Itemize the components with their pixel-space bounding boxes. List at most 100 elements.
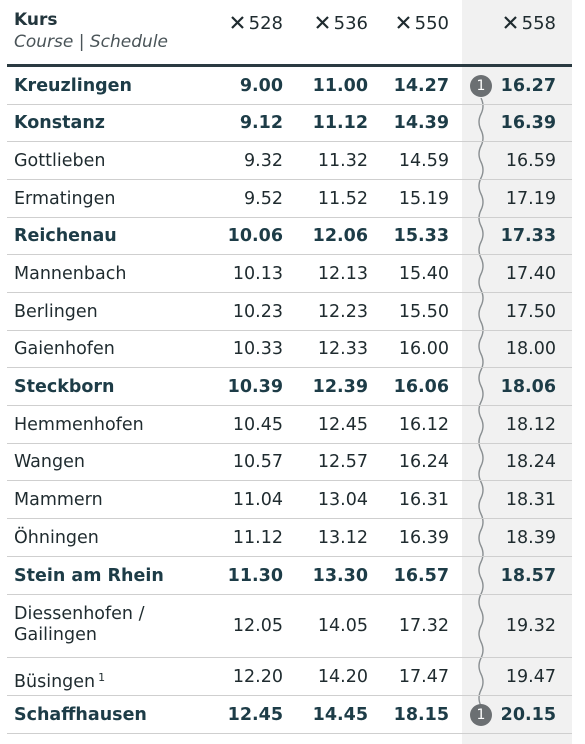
departure-time: 19.32 bbox=[505, 616, 556, 636]
departure-time: 14.27 bbox=[393, 75, 449, 96]
stop-name: Steckborn bbox=[14, 376, 115, 397]
stop-name: Wangen bbox=[14, 452, 85, 472]
stop-name: Konstanz bbox=[14, 113, 105, 133]
departure-time: 16.00 bbox=[398, 339, 449, 359]
departure-time: 12.06 bbox=[312, 226, 368, 246]
departure-time: 9.52 bbox=[244, 188, 283, 209]
timetable-row: Diessenhofen / Gailingen 12.05 14.05 17.32 19… bbox=[7, 595, 572, 658]
departure-time: 14.39 bbox=[393, 113, 449, 133]
departure-time: 12.05 bbox=[232, 616, 283, 636]
timetable-row: Gaienhofen 10.33 12.33 16.00 18.00 bbox=[7, 331, 572, 368]
departure-time: 14.45 bbox=[312, 704, 368, 725]
departure-time: 12.13 bbox=[317, 263, 368, 284]
column-header-536: 536 bbox=[258, 13, 368, 34]
timetable-row: Berlingen 10.23 12.23 15.50 17.50 bbox=[7, 293, 572, 331]
column-header-558: 558 bbox=[446, 13, 556, 34]
departure-time: 16.39 bbox=[398, 527, 449, 548]
stop-name: Reichenau bbox=[14, 226, 117, 246]
departure-time: 13.30 bbox=[312, 565, 368, 586]
timetable-row: Gottlieben 9.32 11.32 14.59 16.59 bbox=[7, 142, 572, 180]
departure-time: 20.15 bbox=[500, 704, 556, 725]
departure-time: 11.30 bbox=[227, 565, 283, 586]
stop-name: Hemmenhofen bbox=[14, 414, 144, 435]
departure-time: 18.12 bbox=[505, 414, 556, 435]
departure-time: 10.39 bbox=[227, 376, 283, 397]
cross-icon bbox=[396, 16, 410, 29]
stop-name: Kreuzlingen bbox=[14, 75, 133, 96]
column-header-550: 550 bbox=[339, 13, 449, 34]
cross-icon bbox=[503, 16, 517, 29]
departure-time: 11.00 bbox=[312, 75, 368, 96]
departure-time: 17.33 bbox=[500, 226, 556, 246]
departure-time: 19.47 bbox=[505, 666, 556, 687]
departure-time: 16.57 bbox=[393, 565, 449, 586]
stop-name: Mammern bbox=[14, 489, 103, 510]
departure-time: 18.57 bbox=[500, 565, 556, 586]
stop-name: Ermatingen bbox=[14, 188, 116, 209]
departure-time: 12.33 bbox=[317, 339, 368, 359]
departure-time: 18.31 bbox=[505, 489, 556, 510]
departure-time: 12.57 bbox=[317, 452, 368, 472]
timetable-row: Konstanz 9.12 11.12 14.39 16.39 bbox=[7, 105, 572, 142]
column-number: 528 bbox=[248, 13, 283, 34]
departure-time: 9.12 bbox=[239, 113, 283, 133]
departure-time: 18.15 bbox=[393, 704, 449, 725]
departure-time: 16.39 bbox=[500, 113, 556, 133]
header-rule bbox=[7, 64, 572, 67]
departure-time: 13.04 bbox=[317, 489, 368, 510]
column-number: 550 bbox=[414, 13, 449, 34]
departure-time: 11.32 bbox=[317, 150, 368, 171]
connector-wave-line bbox=[478, 98, 484, 707]
timetable-row: Kreuzlingen 9.00 11.00 14.27 16.27 bbox=[7, 67, 572, 105]
departure-time: 10.45 bbox=[232, 414, 283, 435]
departure-time: 11.12 bbox=[312, 113, 368, 133]
timetable-row: Schaffhausen 12.45 14.45 18.15 20.15 bbox=[7, 696, 572, 734]
departure-time: 17.50 bbox=[505, 301, 556, 322]
departure-time: 11.12 bbox=[232, 527, 283, 548]
departure-time: 16.31 bbox=[398, 489, 449, 510]
departure-time: 18.39 bbox=[505, 527, 556, 548]
departure-time: 12.39 bbox=[312, 376, 368, 397]
departure-time: 14.05 bbox=[317, 616, 368, 636]
stop-name: Schaffhausen bbox=[14, 704, 147, 725]
departure-time: 15.40 bbox=[398, 263, 449, 284]
column-number: 558 bbox=[521, 13, 556, 34]
cross-icon bbox=[315, 16, 329, 29]
timetable-row: Büsingen 1 12.20 14.20 17.47 19.47 bbox=[7, 658, 572, 696]
stop-name: Gottlieben bbox=[14, 150, 106, 171]
departure-time: 12.45 bbox=[227, 704, 283, 725]
column-number: 536 bbox=[333, 13, 368, 34]
departure-time: 10.57 bbox=[232, 452, 283, 472]
timetable-row: Öhningen 11.12 13.12 16.39 18.39 bbox=[7, 519, 572, 557]
departure-time: 17.47 bbox=[398, 666, 449, 687]
departure-time: 15.50 bbox=[398, 301, 449, 322]
departure-time: 16.24 bbox=[398, 452, 449, 472]
departure-time: 10.23 bbox=[232, 301, 283, 322]
stop-name: Berlingen bbox=[14, 301, 98, 322]
departure-time: 14.59 bbox=[398, 150, 449, 171]
timetable-row: Ermatingen 9.52 11.52 15.19 17.19 bbox=[7, 180, 572, 218]
footnote-marker: 1 bbox=[98, 670, 106, 684]
departure-time: 11.04 bbox=[232, 489, 283, 510]
departure-time: 9.32 bbox=[244, 150, 283, 171]
departure-time: 16.12 bbox=[398, 414, 449, 435]
cross-icon bbox=[230, 16, 244, 29]
column-header-528: 528 bbox=[173, 13, 283, 34]
departure-time: 10.13 bbox=[232, 263, 283, 284]
departure-time: 17.32 bbox=[398, 616, 449, 636]
departure-time: 18.24 bbox=[505, 452, 556, 472]
departure-time: 10.33 bbox=[232, 339, 283, 359]
note-badge: 1 bbox=[470, 75, 492, 97]
stop-name: Diessenhofen / Gailingen bbox=[14, 604, 145, 645]
departure-time: 15.33 bbox=[393, 226, 449, 246]
header-kurs: Kurs bbox=[14, 10, 58, 30]
departure-time: 12.20 bbox=[232, 666, 283, 687]
departure-time: 12.45 bbox=[317, 414, 368, 435]
stop-name: Öhningen bbox=[14, 527, 99, 548]
timetable-row: Hemmenhofen 10.45 12.45 16.12 18.12 bbox=[7, 406, 572, 444]
stop-name: Büsingen 1 bbox=[14, 670, 106, 692]
stop-name: Stein am Rhein bbox=[14, 565, 164, 586]
timetable-row: Stein am Rhein 11.30 13.30 16.57 18.57 bbox=[7, 557, 572, 595]
departure-time: 13.12 bbox=[317, 527, 368, 548]
departure-time: 18.06 bbox=[500, 376, 556, 397]
